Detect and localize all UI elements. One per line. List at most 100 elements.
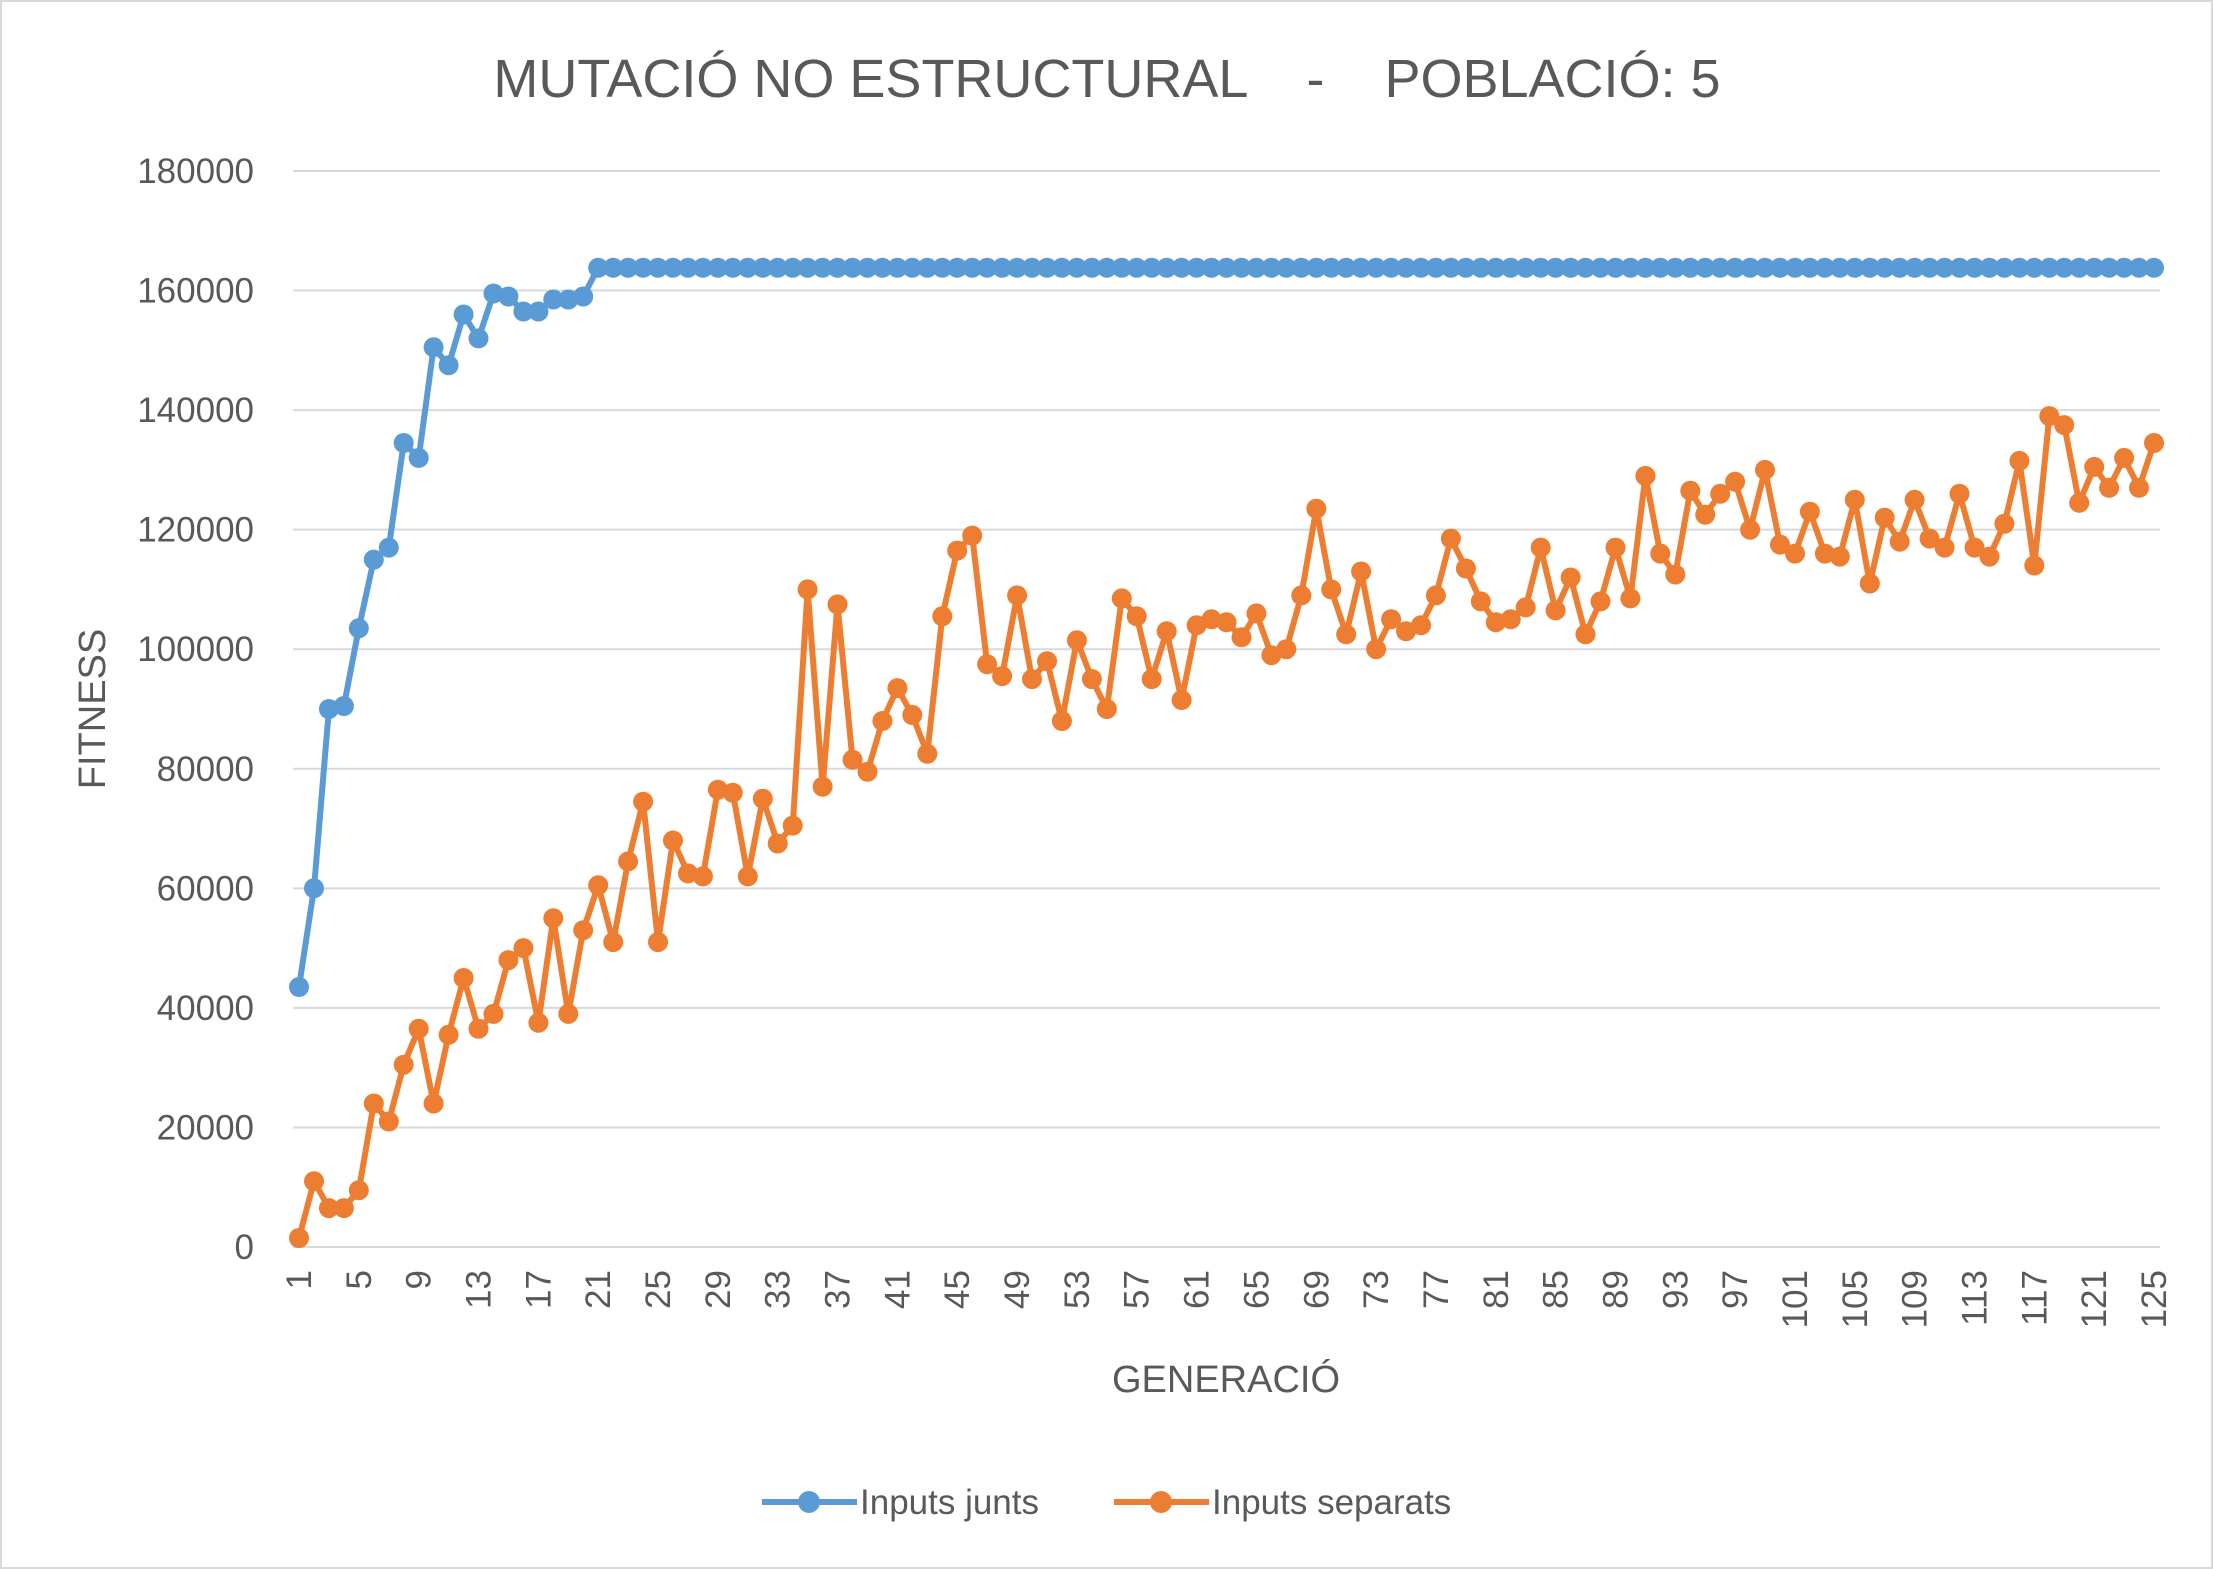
data-point — [1007, 257, 1028, 278]
data-point — [1411, 615, 1431, 636]
data-point — [782, 257, 803, 278]
data-point — [588, 875, 609, 896]
data-point — [1485, 612, 1506, 633]
data-point — [1440, 528, 1461, 549]
data-point — [498, 950, 519, 971]
data-point — [767, 833, 788, 854]
data-point — [678, 257, 698, 278]
data-point — [1874, 507, 1895, 528]
data-point — [1156, 621, 1177, 642]
data-point — [1336, 257, 1357, 278]
data-point — [393, 1054, 414, 1075]
data-point — [468, 328, 489, 349]
data-point — [1889, 531, 1910, 552]
x-tick-label: 85 — [1537, 1270, 1576, 1309]
data-point — [917, 257, 938, 278]
data-point — [1366, 639, 1387, 660]
data-point — [1710, 257, 1731, 278]
data-point — [887, 678, 908, 699]
data-point — [1171, 257, 1192, 278]
data-point — [2084, 257, 2105, 278]
data-point — [722, 257, 743, 278]
legend-marker — [798, 1491, 820, 1513]
data-point — [318, 699, 339, 719]
y-axis-label: FITNESS — [72, 629, 114, 789]
x-tick-label: 121 — [2075, 1270, 2114, 1328]
data-point — [1829, 257, 1850, 278]
data-point — [1904, 489, 1925, 510]
data-point — [1396, 257, 1416, 278]
data-point — [468, 1018, 489, 1039]
data-point — [827, 257, 848, 278]
data-point — [842, 749, 863, 770]
data-point — [1725, 257, 1746, 278]
data-point — [408, 1018, 429, 1039]
data-point — [1919, 257, 1940, 278]
data-point — [812, 776, 833, 797]
data-point — [692, 866, 713, 887]
data-point — [977, 654, 998, 675]
data-point — [1022, 257, 1042, 278]
data-point — [1500, 609, 1521, 630]
data-point — [1381, 609, 1402, 630]
data-point — [1799, 501, 1820, 522]
data-point — [1216, 257, 1237, 278]
data-point — [1560, 257, 1581, 278]
legend-item-2: Inputs separats — [1114, 1483, 1451, 1522]
data-point — [1485, 257, 1506, 278]
data-point — [1096, 699, 1117, 719]
data-point — [1530, 537, 1551, 558]
data-point — [1904, 257, 1925, 278]
data-point — [1740, 257, 1761, 278]
data-point — [363, 549, 384, 570]
data-point — [1814, 543, 1835, 564]
data-point — [453, 968, 474, 988]
legend-marker — [1150, 1491, 1172, 1513]
data-point — [947, 257, 968, 278]
data-point — [603, 932, 624, 953]
legend-label: Inputs separats — [1212, 1483, 1451, 1522]
data-point — [1665, 564, 1686, 585]
data-point — [2114, 257, 2135, 278]
x-tick-label: 97 — [1716, 1270, 1755, 1309]
x-tick-label: 17 — [519, 1270, 558, 1309]
x-tick-label: 125 — [2135, 1270, 2174, 1328]
x-tick-label: 117 — [2015, 1270, 2054, 1326]
data-point — [408, 447, 429, 468]
data-point — [842, 257, 863, 278]
data-point — [752, 257, 773, 278]
gridlines — [293, 170, 2160, 1248]
data-point — [707, 779, 728, 800]
data-point — [304, 878, 324, 899]
data-point — [1515, 597, 1536, 618]
data-point — [1037, 651, 1057, 672]
x-tick-label: 33 — [759, 1270, 798, 1309]
x-tick-label: 53 — [1058, 1270, 1097, 1309]
data-point — [1261, 257, 1282, 278]
data-point — [1306, 257, 1327, 278]
data-point — [1770, 257, 1790, 278]
data-point — [1844, 489, 1865, 510]
x-tick-label: 81 — [1477, 1270, 1516, 1309]
y-tick-label: 100000 — [137, 630, 254, 669]
data-point — [1635, 465, 1656, 486]
data-point — [1081, 257, 1102, 278]
data-point — [1949, 257, 1970, 278]
data-point — [1425, 585, 1446, 606]
data-point — [1291, 257, 1312, 278]
x-tick-label: 13 — [460, 1270, 499, 1309]
x-tick-label: 45 — [938, 1270, 977, 1309]
data-point — [1590, 591, 1611, 612]
data-point — [1710, 483, 1731, 504]
data-point — [2144, 257, 2164, 278]
x-tick-label: 69 — [1297, 1270, 1336, 1309]
data-point — [1246, 603, 1267, 624]
data-point — [857, 761, 878, 782]
data-point — [1620, 257, 1641, 278]
data-point — [558, 1003, 579, 1024]
data-point — [1799, 257, 1820, 278]
x-tick-label: 73 — [1357, 1270, 1396, 1309]
data-point — [1291, 585, 1312, 606]
